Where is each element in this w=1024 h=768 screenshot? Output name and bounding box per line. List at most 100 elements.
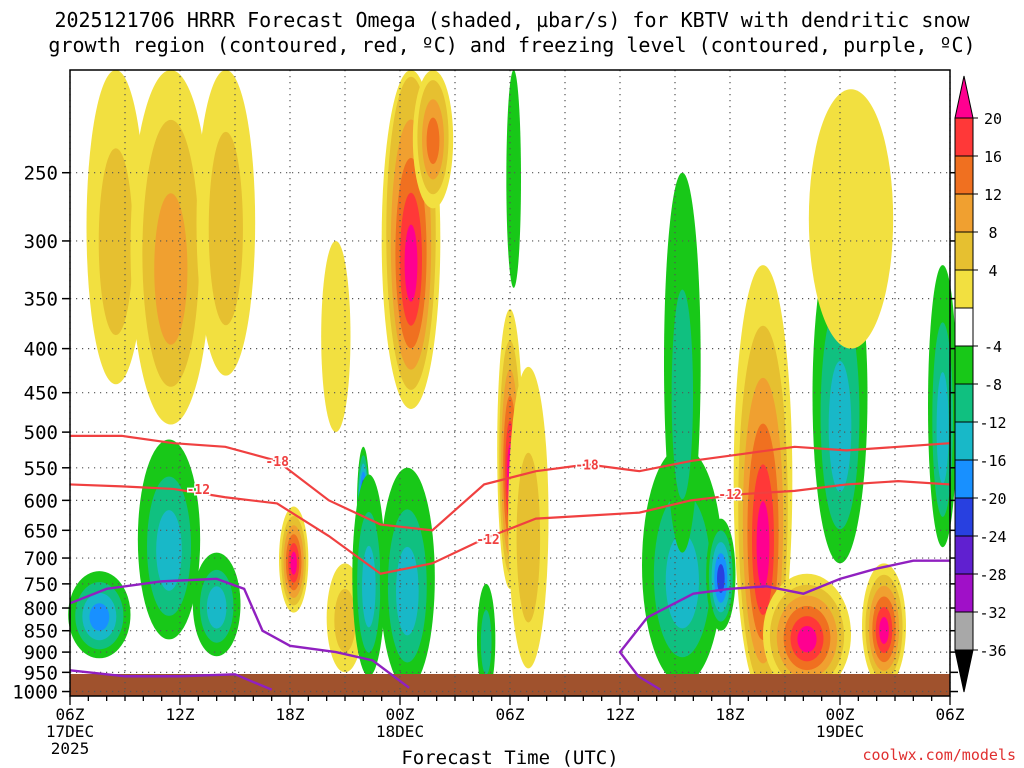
dgz-contour--18: [70, 434, 951, 532]
omega-cell-28-2: [936, 372, 949, 484]
x-tick-label-18: 00Z: [386, 705, 415, 724]
x-tick-label-48: 06Z: [936, 705, 965, 724]
x-tick-label-30: 12Z: [606, 705, 635, 724]
omega-cell-26-5: [879, 616, 889, 644]
colorbar-label-6: -8: [984, 376, 1002, 394]
dgz-label-0: -18: [265, 455, 289, 470]
x-date-label-0: 17DEC: [46, 722, 94, 741]
colorbar-label-1: 16: [984, 148, 1002, 166]
y-axis: 2503003504004505005506006507007508008509…: [12, 163, 958, 704]
credit-text: coolwx.com/models: [862, 746, 1016, 764]
omega-cell-6-5: [290, 551, 297, 575]
chart-title-line2: growth region (contoured, red, ºC) and f…: [48, 33, 975, 57]
colorbar-box-5: [954, 307, 974, 347]
dgz-label-extra-0: -18: [575, 458, 599, 473]
omega-cell-22-5: [756, 501, 770, 589]
colorbar-box-6: [954, 345, 974, 385]
colorbar-label-8: -16: [979, 452, 1006, 470]
omega-cell-27-0: [808, 89, 894, 349]
colorbar-label-4: 4: [988, 262, 997, 280]
colorbar-arrow-top: [954, 75, 974, 119]
y-tick-label-650: 650: [24, 520, 58, 542]
y-tick-label-250: 250: [24, 163, 58, 185]
colorbar-box-4: [954, 269, 974, 309]
plot-area: -18 -12 -18 -12 -12: [68, 69, 958, 697]
y-tick-label-600: 600: [24, 490, 58, 512]
colorbar-box-3: [954, 231, 974, 271]
y-tick-label-800: 800: [24, 598, 58, 620]
omega-cell-1-2: [154, 193, 188, 345]
omega-cell-10-2: [362, 545, 376, 628]
colorbar-label-11: -28: [979, 566, 1006, 584]
omega-cell-4-2: [156, 510, 182, 591]
x-axis-label: Forecast Time (UTC): [401, 747, 618, 768]
y-tick-label-400: 400: [24, 339, 58, 361]
omega-cell-11-5: [404, 224, 418, 302]
colorbar-box-11: [954, 535, 974, 575]
y-tick-label-750: 750: [24, 574, 58, 596]
dgz-label-extra-2: -12: [718, 488, 741, 503]
x-tick-label-6: 12Z: [166, 705, 195, 724]
colorbar-label-10: -24: [979, 528, 1006, 546]
colorbar-box-2: [954, 193, 974, 233]
colorbar-label-9: -20: [979, 490, 1006, 508]
omega-cell-5-2: [206, 586, 227, 629]
colorbar-label-2: 12: [984, 186, 1002, 204]
omega-cell-18-0: [506, 69, 521, 288]
omega-cell-25-2: [828, 361, 852, 492]
y-tick-label-1000: 1000: [12, 682, 58, 704]
y-tick-label-950: 950: [24, 662, 58, 684]
x-date-label-42: 19DEC: [816, 722, 864, 741]
omega-cell-23-5: [797, 626, 817, 653]
x-tick-label-12: 18Z: [276, 705, 305, 724]
x-date-label-18: 18DEC: [376, 722, 424, 741]
colorbar-label-5: -4: [984, 338, 1002, 356]
y-tick-label-850: 850: [24, 621, 58, 643]
dgz-label-extra-1: -12: [476, 533, 499, 548]
colorbar-box-13: [954, 611, 974, 651]
terrain-ground: [70, 674, 950, 696]
omega-cell-7-1: [334, 588, 356, 653]
y-tick-label-700: 700: [24, 548, 58, 570]
omega-cell-12-3: [426, 117, 440, 165]
colorbar-box-0: [954, 117, 974, 157]
dgz-contours: -18 -12 -18 -12 -12: [69, 434, 951, 575]
y-tick-label-500: 500: [24, 422, 58, 444]
omega-cell-17-1: [516, 452, 541, 623]
x-tick-label-24: 06Z: [496, 705, 525, 724]
omega-cell-15-1: [480, 609, 492, 675]
colorbar-box-10: [954, 497, 974, 537]
colorbar-box-1: [954, 155, 974, 195]
freezing-level-0: [69, 577, 410, 689]
colorbar-box-7: [954, 383, 974, 423]
colorbar-box-12: [954, 573, 974, 613]
freezing-level-contours: [69, 559, 950, 691]
colorbar-label-7: -12: [979, 414, 1006, 432]
x-tick-label-42: 00Z: [826, 705, 855, 724]
colorbar-label-12: -32: [979, 604, 1006, 622]
colorbar-label-13: -36: [979, 642, 1006, 660]
colorbar: 20 16 12 8 4 -4 -8 -12 -16 -20 -24 -28 -32 -36: [954, 75, 1007, 693]
colorbar-arrow-bottom: [954, 649, 974, 693]
colorbar-label-0: 20: [984, 110, 1002, 128]
omega-cell-21-4: [717, 564, 725, 593]
omega-cell-20-1: [671, 289, 694, 500]
dgz-contour--12: [69, 480, 951, 575]
omega-cell-8-0: [321, 240, 351, 433]
x-year-label: 2025: [51, 739, 90, 758]
omega-cell-0-1: [98, 148, 133, 336]
colorbar-box-8: [954, 421, 974, 461]
y-tick-label-350: 350: [24, 289, 58, 311]
y-tick-label-550: 550: [24, 458, 58, 480]
y-tick-label-300: 300: [24, 231, 58, 253]
colorbar-label-3: 8: [988, 224, 997, 242]
y-tick-label-900: 900: [24, 642, 58, 664]
colorbar-box-9: [954, 459, 974, 499]
chart-title-line1: 2025121706 HRRR Forecast Omega (shaded, …: [54, 8, 970, 32]
freezing-level-1: [69, 669, 273, 691]
omega-cell-2-1: [208, 131, 243, 326]
x-tick-label-0: 06Z: [56, 705, 85, 724]
dgz-label-1: -12: [187, 483, 210, 498]
